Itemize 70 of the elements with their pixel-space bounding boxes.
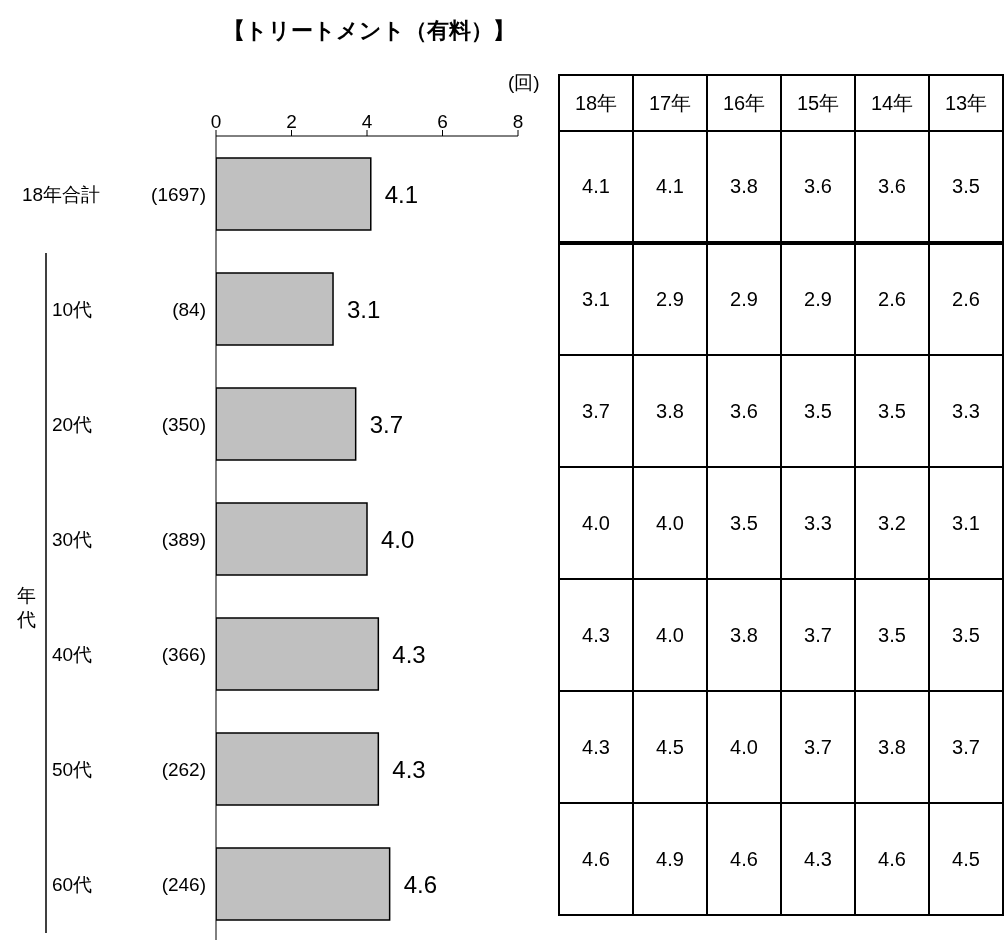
data-label: 4.0 bbox=[707, 691, 781, 803]
data-label: 3.7 bbox=[781, 691, 855, 803]
category-label: 30代 (389) bbox=[52, 528, 206, 550]
data-label: 3.8 bbox=[633, 355, 707, 467]
data-label: 2.6 bbox=[929, 243, 1003, 355]
data-label: 4.1 bbox=[559, 131, 633, 243]
data-label: 3.3 bbox=[929, 355, 1003, 467]
data-label: 4.3 bbox=[559, 579, 633, 691]
x-tick-label: 2 bbox=[286, 111, 297, 132]
data-label: 3.1 bbox=[929, 467, 1003, 579]
data-label: 3.5 bbox=[929, 131, 1003, 243]
data-label: 3.6 bbox=[707, 355, 781, 467]
data-label: 3.5 bbox=[707, 467, 781, 579]
data-label: 2.9 bbox=[707, 243, 781, 355]
x-tick-label: 6 bbox=[437, 111, 448, 132]
data-label: 4.5 bbox=[633, 691, 707, 803]
chart-title: 【トリートメント（有料）】 bbox=[223, 17, 515, 45]
data-label: 3.5 bbox=[929, 579, 1003, 691]
data-label: 2.6 bbox=[855, 243, 929, 355]
x-tick-label: 4 bbox=[361, 111, 373, 132]
x-tick-label: 16年 bbox=[707, 75, 781, 131]
category-label: 10代 (84) bbox=[52, 298, 206, 320]
data-label: 4.0 bbox=[559, 467, 633, 579]
data-label: 2.9 bbox=[781, 243, 855, 355]
data-label: 4.3 bbox=[781, 803, 855, 915]
data-label: 3.8 bbox=[707, 579, 781, 691]
data-label: 3.8 bbox=[707, 131, 781, 243]
data-label: 3.5 bbox=[781, 355, 855, 467]
data-label: 4.6 bbox=[403, 870, 438, 898]
data-label: 4.3 bbox=[392, 755, 426, 783]
x-tick-label: 15年 bbox=[781, 75, 855, 131]
data-label: 3.7 bbox=[781, 579, 855, 691]
data-label: 4.9 bbox=[633, 803, 707, 915]
data-label: 3.3 bbox=[781, 467, 855, 579]
category-label: 60代 (246) bbox=[52, 873, 206, 895]
data-label: 3.6 bbox=[855, 131, 929, 243]
data-label: 4.0 bbox=[381, 525, 415, 553]
data-label: 3.7 bbox=[369, 410, 404, 438]
category-label: 18年合計 (1697) bbox=[22, 183, 206, 205]
x-axis-title: (回) bbox=[508, 71, 540, 95]
data-label: 4.6 bbox=[707, 803, 781, 915]
data-label: 4.3 bbox=[559, 691, 633, 803]
x-tick-label: 13年 bbox=[929, 75, 1003, 131]
data-label: 2.9 bbox=[633, 243, 707, 355]
x-tick-label: 17年 bbox=[633, 75, 707, 131]
category-label: 20代 (350) bbox=[52, 413, 206, 435]
x-tick-label: 0 bbox=[210, 111, 222, 132]
text: 年代 bbox=[17, 584, 37, 632]
x-tick-label: 8 bbox=[512, 111, 524, 132]
data-label: 4.0 bbox=[633, 579, 707, 691]
category-label: 40代 (366) bbox=[52, 643, 206, 665]
data-label: 4.1 bbox=[384, 180, 419, 208]
category-label: 50代 (262) bbox=[52, 758, 206, 780]
data-label: 3.5 bbox=[855, 579, 929, 691]
data-label: 3.7 bbox=[559, 355, 633, 467]
data-label: 4.1 bbox=[633, 131, 707, 243]
data-label: 4.6 bbox=[855, 803, 929, 915]
data-label: 3.7 bbox=[929, 691, 1003, 803]
data-label: 3.8 bbox=[855, 691, 929, 803]
data-label: 3.1 bbox=[347, 295, 381, 323]
data-label: 3.6 bbox=[781, 131, 855, 243]
x-tick-label: 18年 bbox=[559, 75, 633, 131]
x-tick-label: 14年 bbox=[855, 75, 929, 131]
data-label: 3.1 bbox=[559, 243, 633, 355]
data-label: 3.2 bbox=[855, 467, 929, 579]
data-label: 4.5 bbox=[929, 803, 1003, 915]
data-label: 4.6 bbox=[559, 803, 633, 915]
data-label: 4.0 bbox=[633, 467, 707, 579]
data-label: 4.3 bbox=[392, 640, 426, 668]
data-label: 3.5 bbox=[855, 355, 929, 467]
